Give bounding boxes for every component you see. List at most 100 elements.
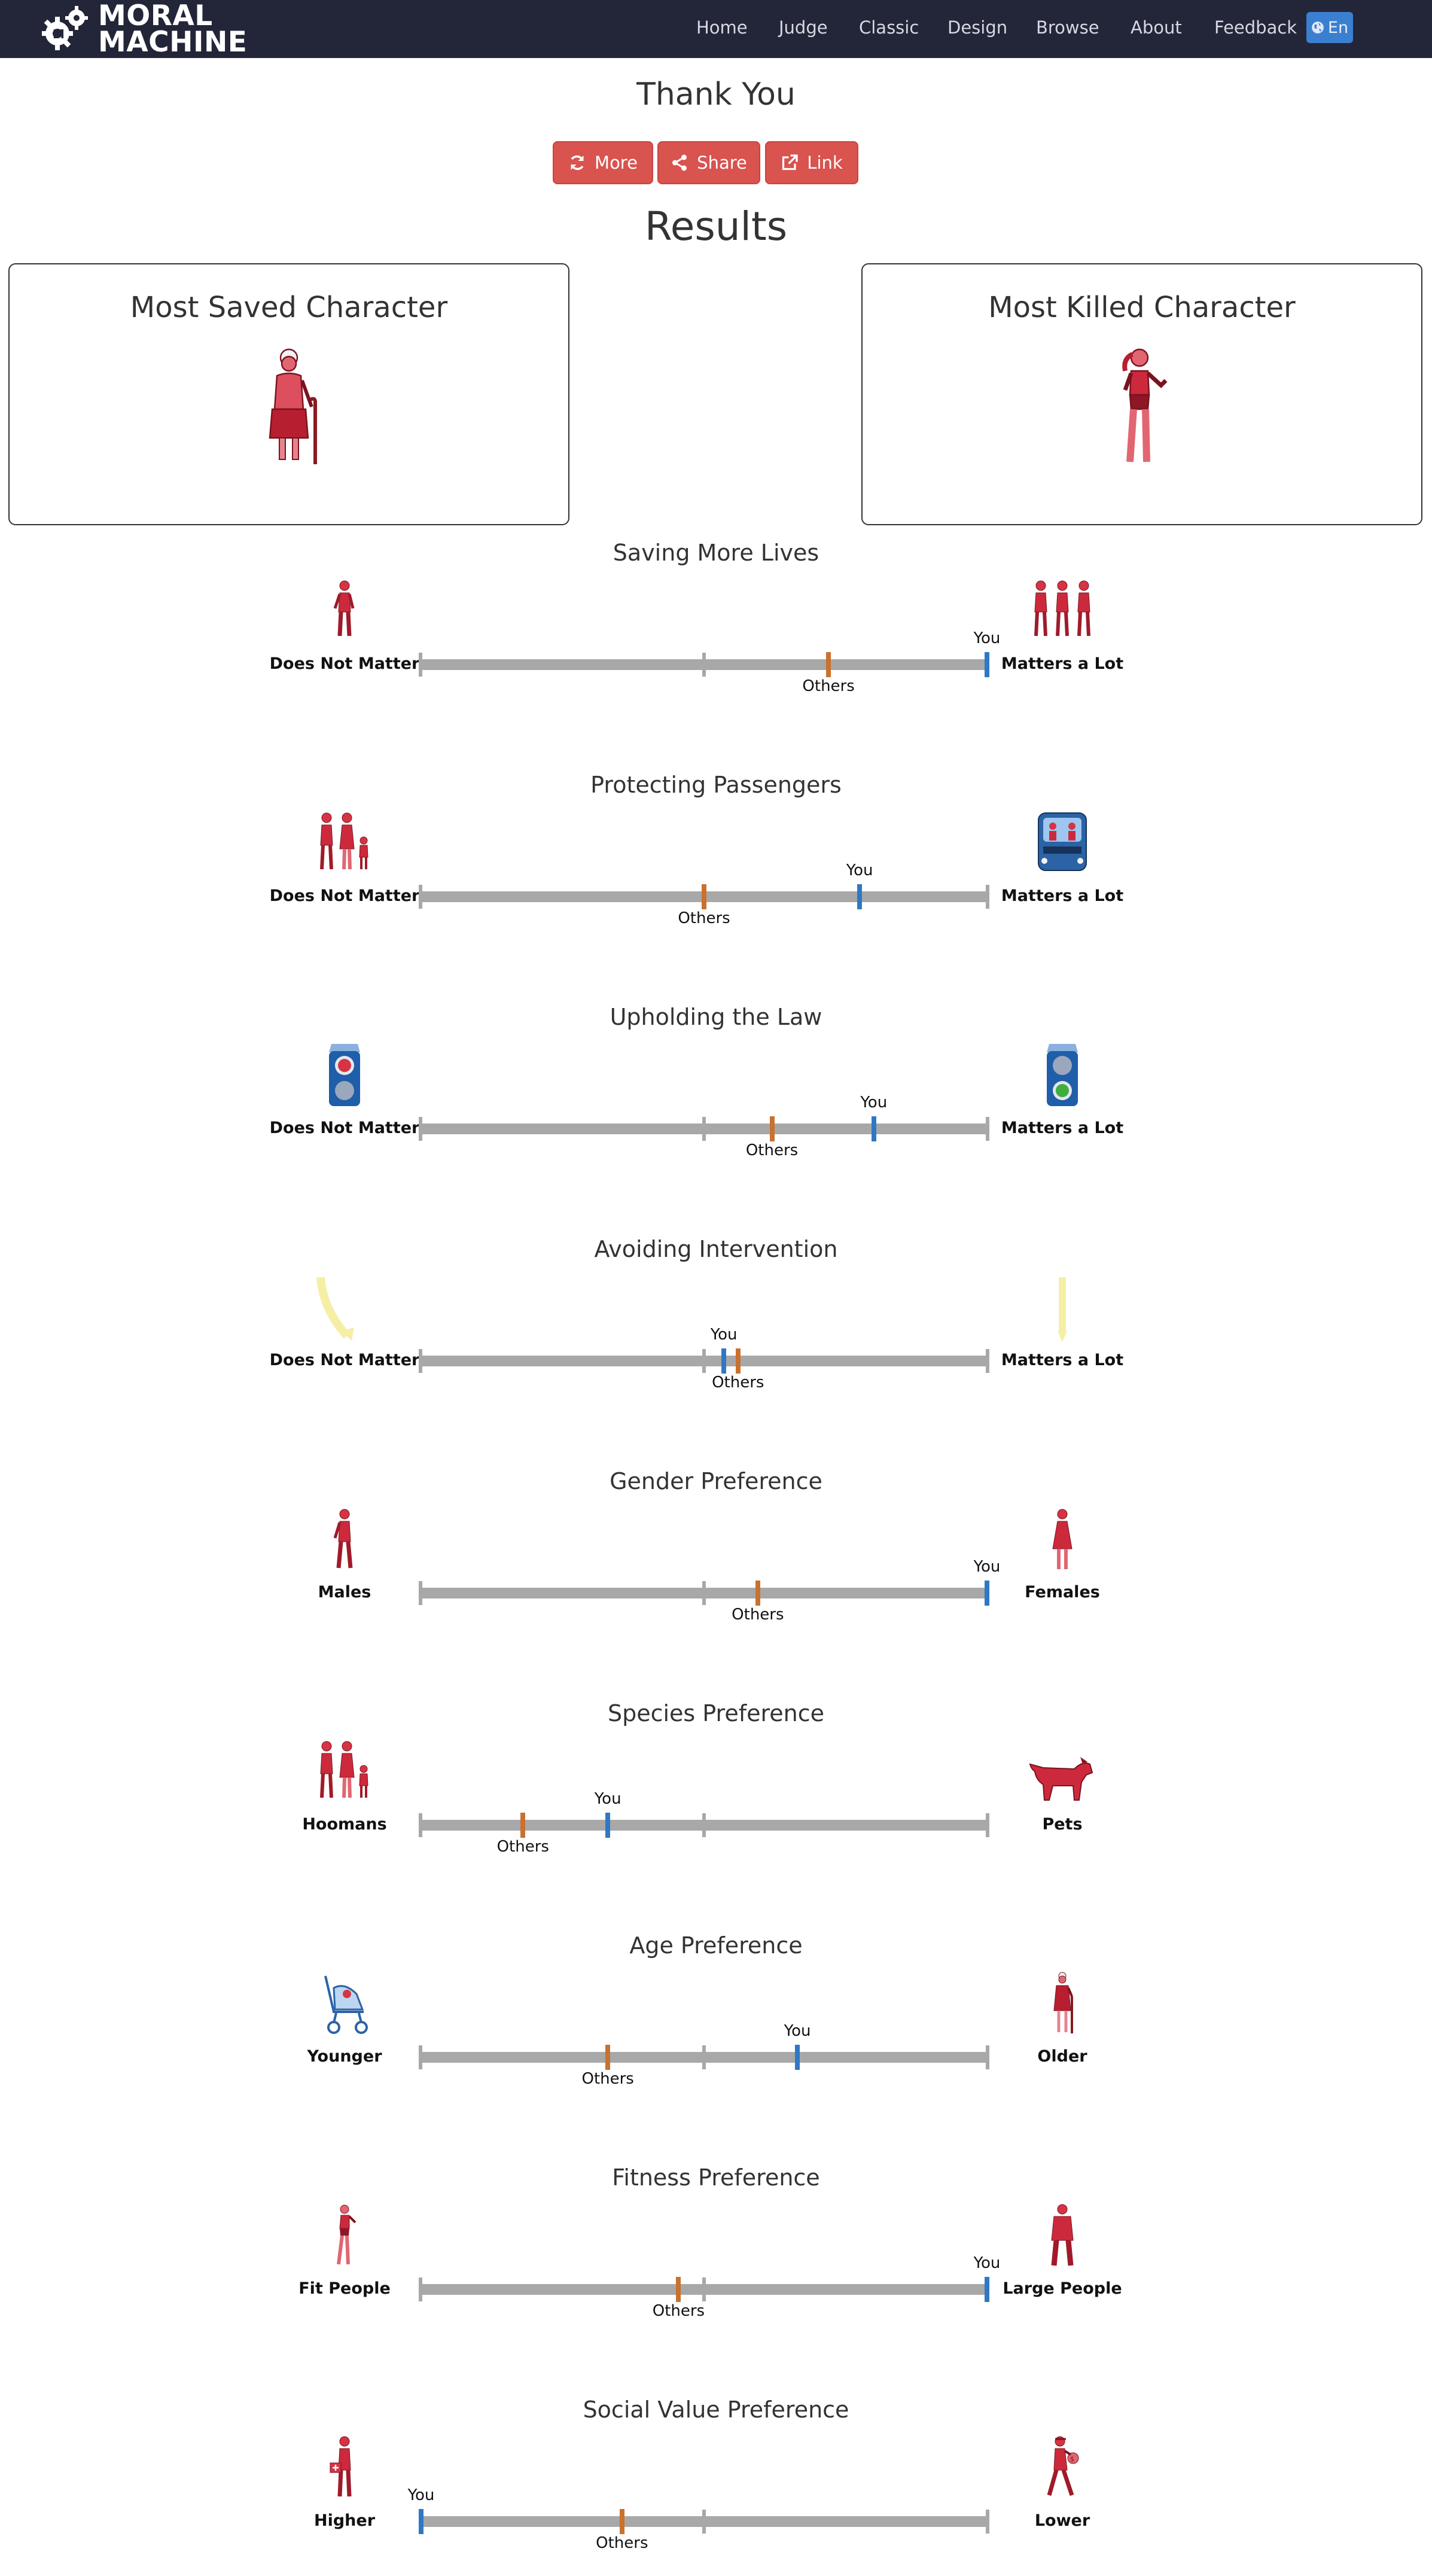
you-label: You (973, 1558, 1001, 1576)
large-person-icon (1014, 2199, 1110, 2277)
left-label: Males (318, 1583, 371, 1601)
athlete-icon (297, 2199, 392, 2277)
most-saved-title: Most Saved Character (130, 291, 448, 324)
track-tick-start (419, 2277, 422, 2301)
language-label: En (1327, 18, 1349, 37)
preference-title: Saving More Lives (613, 540, 819, 566)
three-people-icon (1014, 574, 1110, 652)
others-marker (520, 1813, 526, 1838)
track-tick-end (986, 1813, 989, 1837)
you-label: You (973, 629, 1001, 647)
track-tick-start (419, 1349, 422, 1373)
preference-title: Avoiding Intervention (594, 1236, 838, 1262)
straight-arrow-icon (1014, 1271, 1110, 1348)
brand-logo[interactable]: M MORAL MACHINE (39, 2, 247, 56)
track-tick-end (986, 885, 989, 909)
nav-home[interactable]: Home (696, 17, 748, 38)
track-tick-start (419, 1813, 422, 1837)
you-marker (985, 652, 989, 677)
others-marker (702, 884, 706, 909)
page-title: Thank You (636, 77, 796, 112)
criminal-icon: $ (1014, 2431, 1110, 2509)
green-signal-icon (1014, 1039, 1110, 1116)
athlete-woman-icon (1122, 348, 1168, 462)
right-label: Matters a Lot (1001, 1119, 1124, 1137)
red-signal-icon (297, 1039, 392, 1116)
track-tick-middle (702, 1581, 706, 1605)
track-tick-start (419, 653, 422, 677)
swerve-arrow-icon (297, 1271, 392, 1348)
female-icon (1014, 1503, 1110, 1581)
more-button[interactable]: More (553, 141, 653, 184)
others-marker (735, 1348, 741, 1374)
track-tick-middle (702, 1117, 706, 1141)
left-label: Hoomans (302, 1815, 387, 1834)
right-label: Pets (1042, 1815, 1083, 1834)
others-marker (769, 1116, 775, 1141)
elderly-woman-icon (269, 348, 317, 464)
preference-title: Fitness Preference (612, 2164, 820, 2191)
track-tick-middle (702, 1349, 706, 1373)
brand-name: MORAL MACHINE (98, 0, 247, 56)
right-label: Matters a Lot (1001, 1351, 1124, 1369)
others-label: Others (802, 677, 855, 695)
nav-browse[interactable]: Browse (1036, 17, 1099, 38)
doctor-icon (297, 2431, 392, 2509)
globe-icon (1312, 22, 1324, 34)
others-marker (826, 652, 831, 677)
preference-row: Fitness Preference Fit People Large Peop… (0, 2164, 1432, 2344)
others-label: Others (745, 1141, 799, 1159)
car-passengers-icon (1014, 806, 1110, 884)
nav-judge[interactable]: Judge (779, 17, 828, 38)
right-label: Lower (1034, 2511, 1090, 2530)
others-marker (755, 1581, 760, 1606)
track-tick-end (986, 1117, 989, 1141)
you-marker (721, 1348, 727, 1374)
language-button[interactable]: En (1306, 12, 1353, 43)
dog-icon (1014, 1735, 1110, 1813)
nav-design[interactable]: Design (947, 17, 1008, 38)
left-label: Does Not Matter (269, 1119, 420, 1137)
share-button[interactable]: Share (657, 141, 760, 184)
others-label: Others (496, 1838, 549, 1856)
you-label: You (407, 2486, 435, 2504)
nav-feedback[interactable]: Feedback (1214, 17, 1297, 38)
most-saved-panel: Most Saved Character (8, 263, 569, 525)
preference-row: Species Preference Hoomans Pets You Othe… (0, 1700, 1432, 1880)
preference-row: Gender Preference Males Females You Othe… (0, 1468, 1432, 1648)
others-marker (619, 2509, 624, 2534)
elderly-icon (1014, 1967, 1110, 2045)
you-marker (605, 1813, 611, 1838)
track-tick-start (419, 2045, 422, 2069)
most-killed-title: Most Killed Character (988, 291, 1296, 324)
others-label: Others (596, 2534, 648, 2552)
others-label: Others (732, 1606, 784, 1624)
external-link-icon (782, 154, 798, 170)
preference-title: Age Preference (629, 1932, 803, 1959)
nav-classic[interactable]: Classic (859, 17, 919, 38)
left-label: Does Not Matter (269, 887, 420, 905)
preference-row: Protecting Passengers Does Not Matter Ma… (0, 772, 1432, 951)
preference-title: Protecting Passengers (590, 772, 842, 798)
share-icon (672, 154, 687, 171)
share-label: Share (697, 153, 747, 173)
top-navbar: M MORAL MACHINE Home Judge Classic Desig… (0, 0, 1432, 58)
you-label: You (784, 2022, 811, 2040)
left-label: Younger (307, 2047, 382, 2066)
nav-about[interactable]: About (1131, 17, 1182, 38)
track-tick-start (419, 1117, 422, 1141)
you-marker (871, 1116, 876, 1141)
you-marker (985, 2277, 989, 2302)
right-label: Matters a Lot (1001, 654, 1124, 673)
you-label: You (594, 1790, 621, 1808)
male-icon (297, 1503, 392, 1581)
right-label: Older (1037, 2047, 1087, 2066)
others-label: Others (678, 909, 730, 927)
link-button[interactable]: Link (765, 141, 858, 184)
brand-line-1: MORAL (98, 0, 213, 32)
others-marker (605, 2045, 611, 2070)
left-label: Does Not Matter (269, 1351, 420, 1369)
track-tick-middle (702, 2510, 706, 2534)
preference-row: Upholding the Law Does Not Matter Matter… (0, 1004, 1432, 1183)
track-tick-middle (702, 1813, 706, 1837)
